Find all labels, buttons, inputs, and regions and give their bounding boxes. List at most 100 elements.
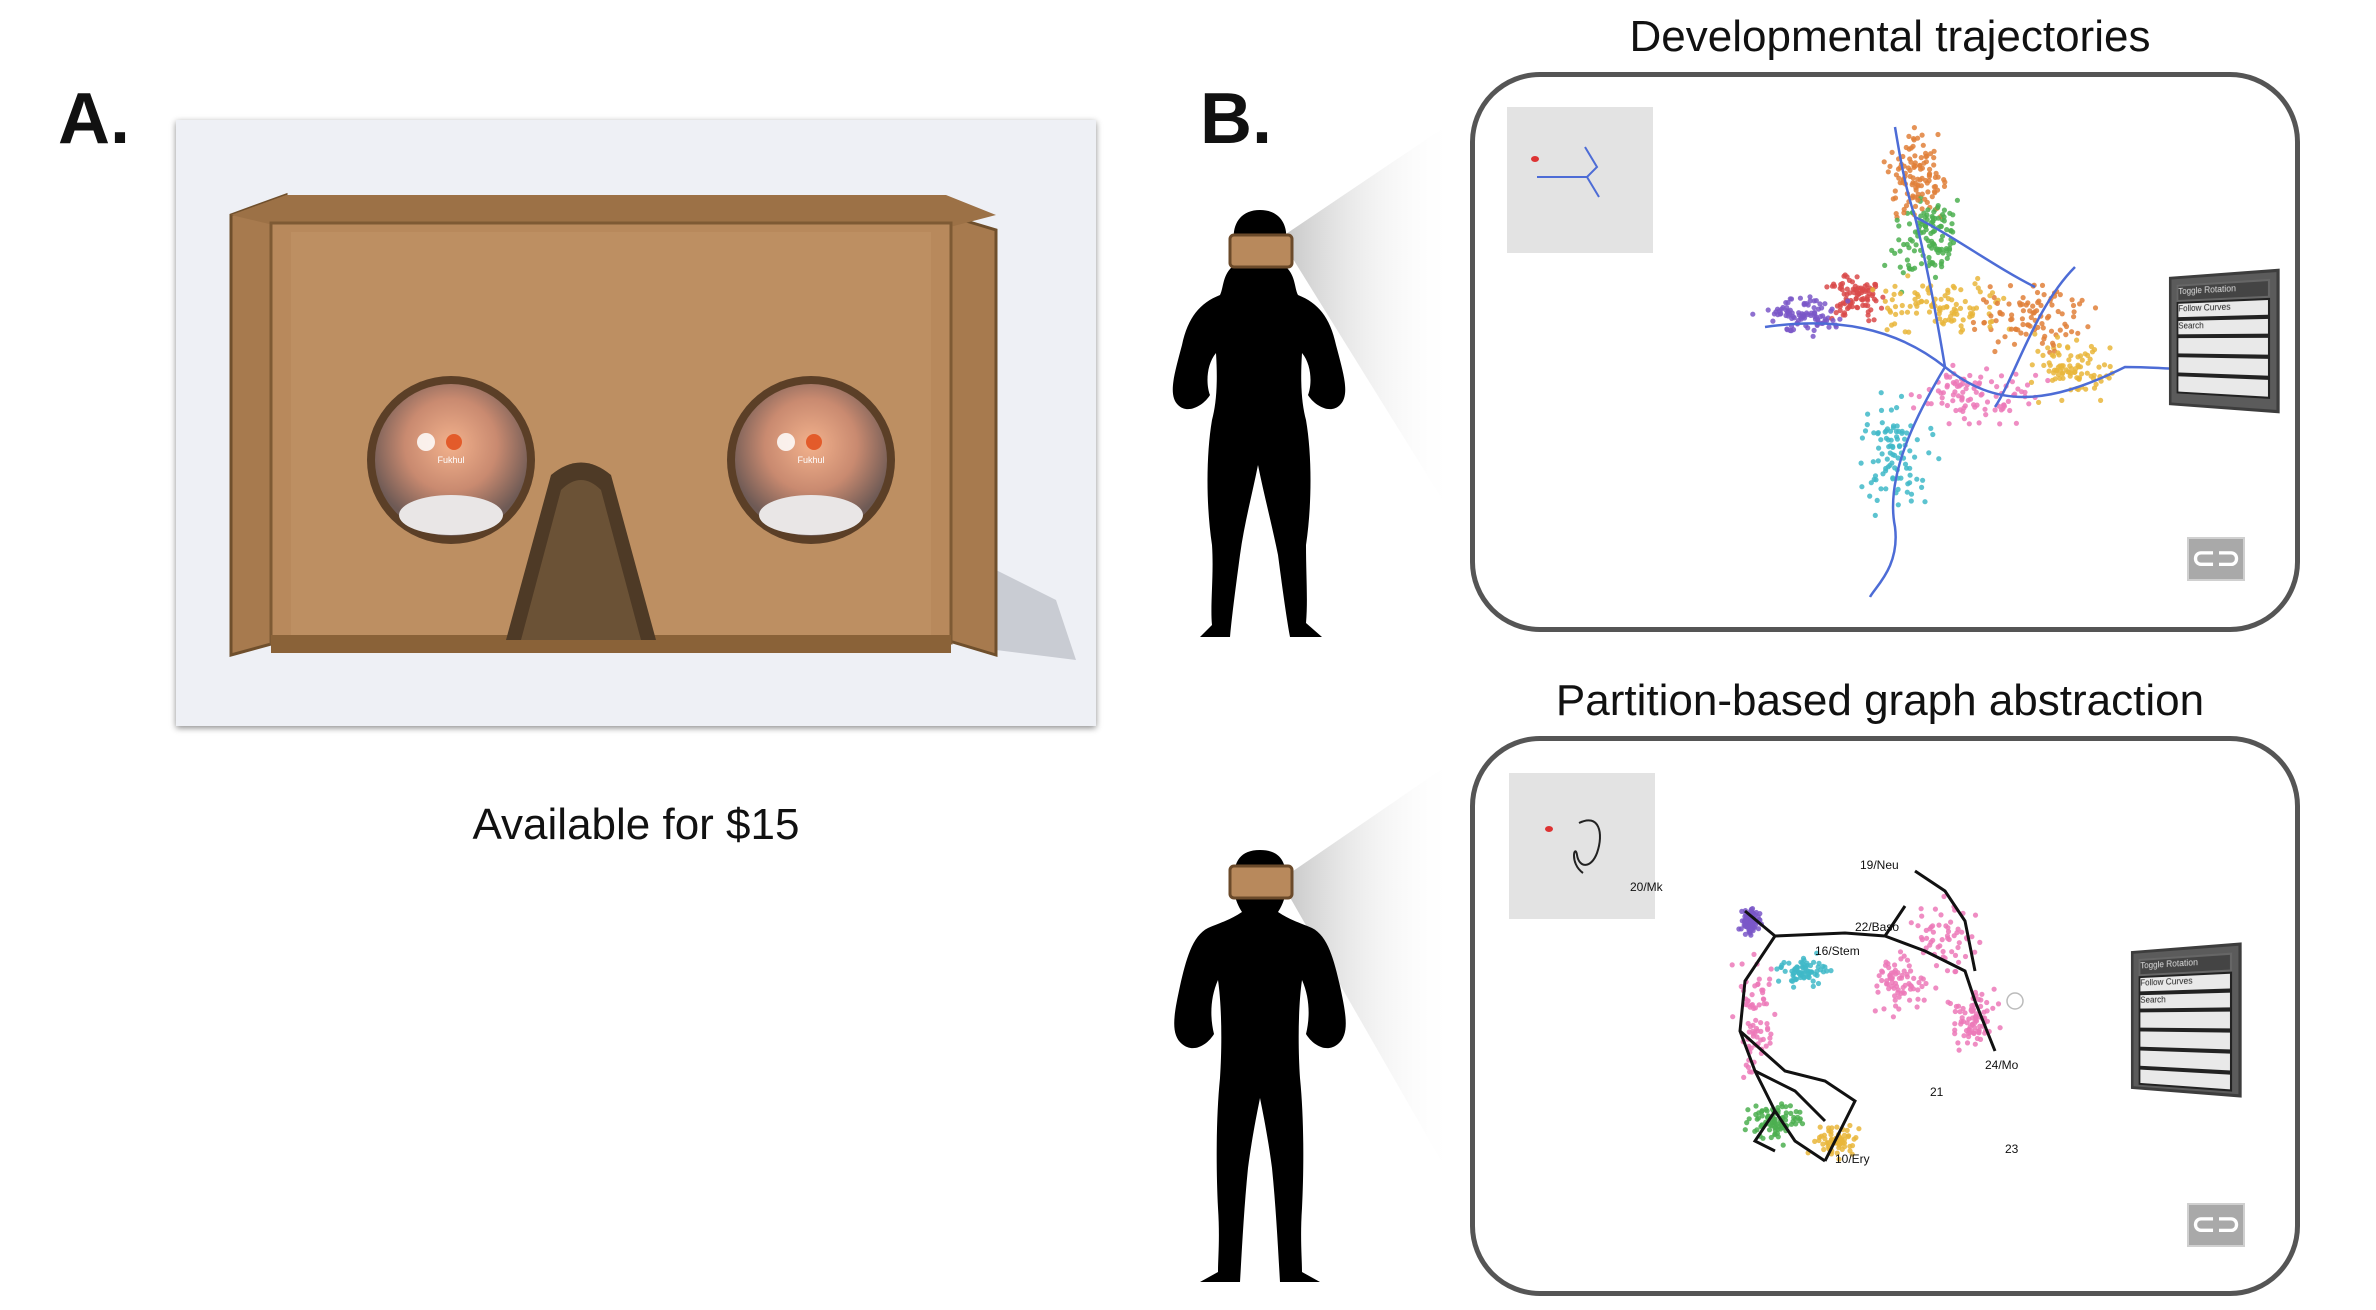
- scatter-point: [1771, 1116, 1777, 1122]
- scatter-point: [1951, 933, 1957, 939]
- scatter-point: [1872, 281, 1878, 287]
- scatter-point: [1854, 304, 1860, 310]
- scatter-point: [2060, 375, 2066, 381]
- scatter-point: [1774, 966, 1780, 972]
- scatter-point: [1904, 257, 1910, 263]
- scatter-point: [1753, 1111, 1759, 1118]
- bottom-search-button[interactable]: Search: [2138, 990, 2233, 1011]
- scatter-point: [1896, 428, 1902, 434]
- scatter-point: [1828, 1132, 1834, 1138]
- scatter-point: [1960, 1005, 1966, 1012]
- scatter-point: [1904, 241, 1910, 247]
- top-control-menu: Toggle Rotation Follow Curves Search: [2168, 268, 2280, 414]
- scatter-point: [1836, 1156, 1842, 1162]
- bottom-cardboard-mode-icon[interactable]: ⊂⊃: [2187, 1203, 2245, 1247]
- scatter-point: [2013, 420, 2019, 426]
- scatter-point: [2091, 385, 2098, 391]
- top-follow-curves-toggle[interactable]: Follow Curves: [2176, 297, 2271, 320]
- scatter-point: [1822, 964, 1828, 970]
- scatter-point: [1768, 966, 1774, 972]
- scatter-point: [1780, 1142, 1786, 1148]
- scatter-point: [1782, 1117, 1789, 1123]
- scatter-point: [2071, 314, 2077, 320]
- bottom-menu-empty-row[interactable]: [2138, 1009, 2233, 1031]
- scatter-point: [1822, 301, 1828, 307]
- scatter-point: [1885, 437, 1891, 443]
- scatter-point: [1944, 968, 1951, 974]
- scatter-point: [1898, 393, 1905, 399]
- scatter-point: [1870, 459, 1876, 465]
- scatter-point: [1939, 258, 1945, 265]
- scatter-point: [1750, 311, 1756, 317]
- scatter-point: [1822, 1136, 1828, 1142]
- scatter-point: [1922, 214, 1928, 220]
- scatter-point: [1897, 949, 1904, 955]
- top-menu-empty-row[interactable]: [2176, 335, 2271, 357]
- scatter-point: [1975, 275, 1981, 282]
- scatter-point: [1924, 935, 1930, 941]
- scatter-point: [1919, 175, 1925, 181]
- scatter-point: [1916, 393, 1922, 400]
- top-menu-empty-row[interactable]: [2176, 374, 2271, 399]
- scatter-point: [1931, 162, 1937, 168]
- scatter-point: [1883, 288, 1889, 294]
- scatter-point: [1767, 1035, 1773, 1041]
- scatter-point: [1984, 366, 1990, 372]
- scatter-point: [1969, 1008, 1975, 1014]
- scatter-point: [1751, 951, 1757, 957]
- scatter-point: [1844, 286, 1850, 292]
- scatter-point: [1744, 1120, 1750, 1126]
- scatter-point: [2077, 301, 2083, 307]
- scatter-point: [1925, 287, 1931, 293]
- scatter-point: [1965, 397, 1971, 403]
- scatter-point: [1973, 305, 1980, 311]
- bottom-menu-empty-row[interactable]: [2138, 1067, 2233, 1092]
- scatter-point: [1919, 206, 1925, 212]
- top-search-button[interactable]: Search: [2176, 316, 2271, 337]
- scatter-point: [2057, 292, 2063, 298]
- scatter-point: [1859, 484, 1865, 490]
- scatter-point: [1984, 1008, 1990, 1014]
- scatter-point: [1983, 412, 1989, 418]
- scatter-point: [1980, 297, 1987, 303]
- scatter-point: [1976, 381, 1982, 387]
- scatter-point: [2055, 350, 2061, 356]
- top-vr-window: Toggle Rotation Follow Curves Search ⊂⊃: [1470, 72, 2300, 632]
- bottom-minimap-graph: [1545, 819, 1601, 874]
- scatter-point: [2069, 297, 2075, 303]
- scatter-point: [1907, 303, 1913, 309]
- scatter-point: [2067, 363, 2073, 369]
- scatter-point: [1902, 436, 1908, 442]
- scatter-point: [1958, 287, 1964, 293]
- scatter-point: [1923, 980, 1929, 987]
- scatter-point: [1960, 317, 1966, 323]
- scatter-point: [2079, 371, 2085, 377]
- scatter-point: [1889, 974, 1895, 981]
- scatter-point: [1896, 1006, 1902, 1012]
- scatter-point: [2009, 316, 2015, 322]
- scatter-point: [1958, 323, 1964, 329]
- scatter-point: [2106, 375, 2112, 381]
- scatter-point: [1763, 1043, 1769, 1049]
- scatter-point: [1934, 187, 1941, 193]
- scatter-point: [1962, 298, 1968, 305]
- scatter-point: [1768, 1134, 1774, 1141]
- scatter-point: [2071, 309, 2077, 315]
- scatter-point: [1936, 922, 1942, 928]
- scatter-point: [2022, 389, 2028, 395]
- scatter-point: [2020, 321, 2026, 328]
- scatter-point: [1892, 993, 1898, 999]
- scatter-point: [1972, 912, 1979, 918]
- scatter-point: [1907, 173, 1913, 179]
- scatter-point: [1908, 392, 1914, 398]
- scatter-point: [1802, 964, 1809, 970]
- scatter-point: [1953, 308, 1959, 314]
- scatter-point: [1895, 502, 1901, 508]
- scatter-point: [1754, 1116, 1760, 1122]
- scatter-point: [1801, 975, 1807, 981]
- scatter-point: [1973, 389, 1979, 395]
- top-cardboard-mode-icon[interactable]: ⊂⊃: [2187, 537, 2245, 581]
- scatter-point: [1738, 983, 1744, 990]
- scatter-point: [1879, 968, 1885, 974]
- scatter-point: [1925, 189, 1931, 195]
